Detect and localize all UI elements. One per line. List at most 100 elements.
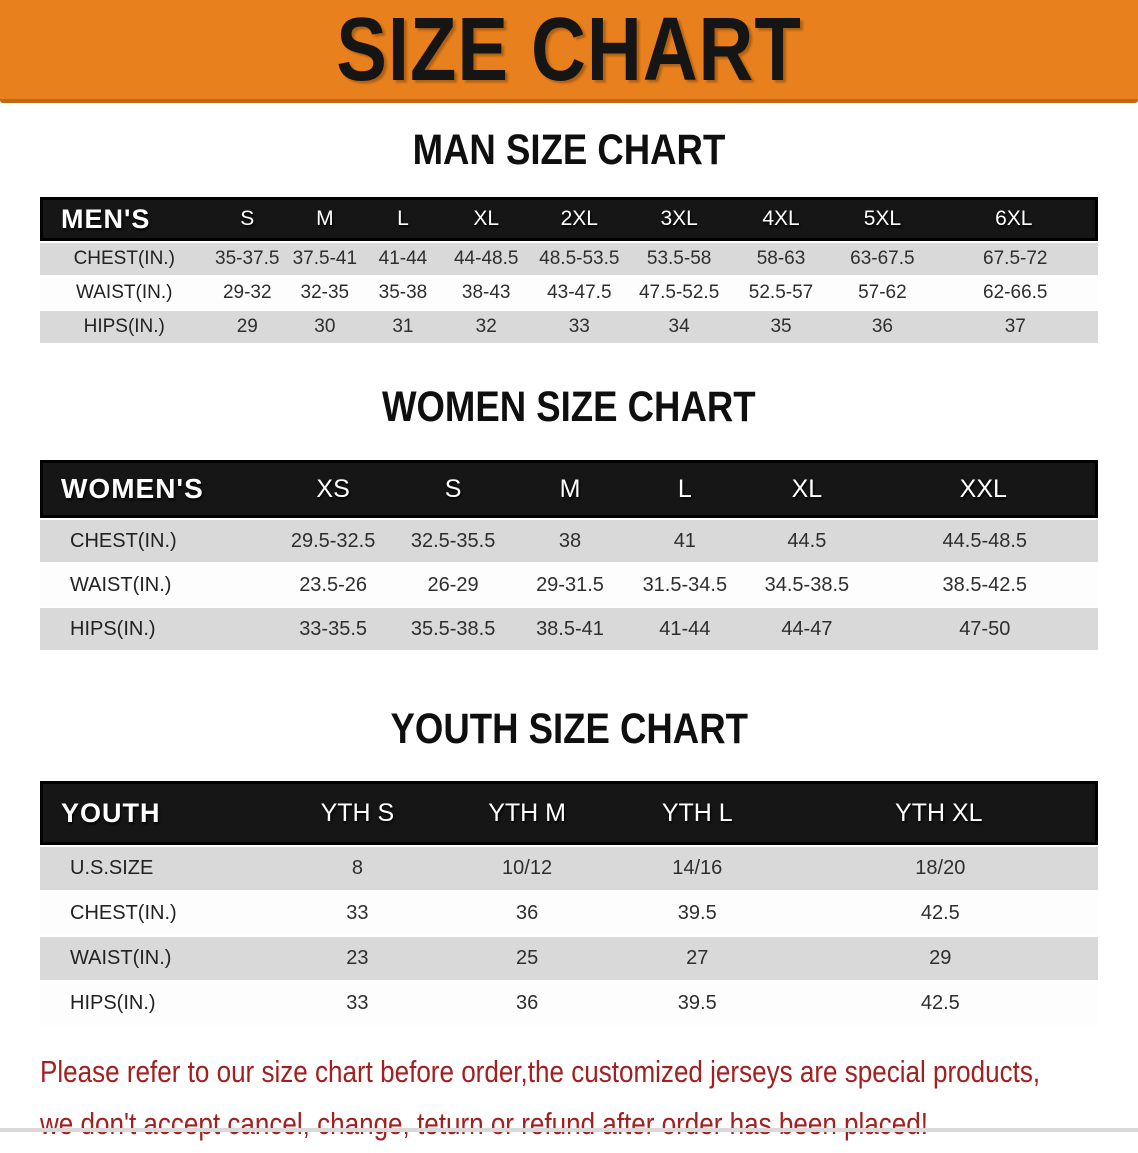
size-value-cell: 42.5 [782,982,1098,1025]
size-chart-banner: SIZE CHART [0,0,1138,103]
size-column-header: 5XL [832,197,933,241]
youth-group-label: YOUTH [40,781,273,845]
disclaimer-line-1: Please refer to our size chart before or… [40,1054,1041,1089]
size-value-cell: 33 [272,982,443,1025]
size-column-header: S [393,460,513,518]
size-value-cell: 35-37.5 [208,243,287,275]
size-value-cell: 29 [208,311,287,343]
size-column-header: L [363,197,443,241]
measurement-row: HIPS(IN.) 29 30 31 32 33 34 35 36 37 [40,311,1098,343]
measurement-row-label: WAIST(IN.) [40,277,209,309]
men-header-row: MEN'S S M L XL 2XL 3XL 4XL 5XL 6XL [40,197,1098,241]
size-value-cell: 8 [272,847,443,890]
size-value-cell: 47.5-52.5 [628,277,730,309]
size-value-cell: 29.5-32.5 [272,520,394,562]
size-value-cell: 25 [442,937,612,980]
size-value-cell: 27 [611,937,783,980]
size-column-header: XL [442,197,531,241]
size-value-cell: 44.5-48.5 [871,520,1098,562]
measurement-row: HIPS(IN.) 33-35.5 35.5-38.5 38.5-41 41-44 44-… [40,608,1098,650]
size-column-header: YTH XL [782,781,1098,845]
banner-title: SIZE CHART [336,0,802,99]
measurement-row: CHEST(IN.) 33 36 39.5 42.5 [40,892,1098,935]
size-value-cell: 36 [442,892,612,935]
size-value-cell: 23 [272,937,443,980]
women-section-title: WOMEN SIZE CHART [382,383,756,431]
size-column-header: 3XL [628,197,730,241]
size-value-cell: 33 [530,311,629,343]
youth-header-row: YOUTH YTH S YTH M YTH L YTH XL [40,781,1098,845]
size-value-cell: 38.5-42.5 [871,564,1098,606]
measurement-row: U.S.SIZE 8 10/12 14/16 18/20 [40,847,1098,890]
size-value-cell: 14/16 [611,847,783,890]
size-value-cell: 34 [628,311,730,343]
size-value-cell: 43-47.5 [530,277,629,309]
size-value-cell: 26-29 [393,564,513,606]
size-column-header: YTH S [272,781,443,845]
measurement-row-label: U.S.SIZE [40,847,273,890]
size-column-header: 4XL [729,197,833,241]
size-value-cell: 18/20 [782,847,1098,890]
men-group-label: MEN'S [40,197,209,241]
order-disclaimer: Please refer to our size chart before or… [40,1049,1100,1153]
disclaimer-line-2: we don't accept cancel, change, teturn o… [40,1106,929,1141]
size-value-cell: 67.5-72 [932,243,1098,275]
size-value-cell: 29-31.5 [512,564,628,606]
women-group-label: WOMEN'S [40,460,273,518]
size-value-cell: 29-32 [208,277,287,309]
measurement-row: WAIST(IN.) 23 25 27 29 [40,937,1098,980]
size-value-cell: 41-44 [363,243,443,275]
size-value-cell: 62-66.5 [932,277,1098,309]
size-value-cell: 35 [729,311,833,343]
measurement-row: CHEST(IN.) 35-37.5 37.5-41 41-44 44-48.5 48.5… [40,243,1098,275]
size-value-cell: 35-38 [363,277,443,309]
size-value-cell: 37 [932,311,1098,343]
size-value-cell: 35.5-38.5 [393,608,513,650]
size-column-header: S [208,197,287,241]
size-value-cell: 33-35.5 [272,608,394,650]
size-value-cell: 44.5 [742,520,872,562]
size-value-cell: 10/12 [442,847,612,890]
size-value-cell: 32.5-35.5 [393,520,513,562]
measurement-row-label: CHEST(IN.) [40,243,209,275]
measurement-row: CHEST(IN.) 29.5-32.5 32.5-35.5 38 41 44.5 44.5… [40,520,1098,562]
size-column-header: L [627,460,743,518]
size-value-cell: 31.5-34.5 [627,564,743,606]
size-value-cell: 53.5-58 [628,243,730,275]
size-value-cell: 33 [272,892,443,935]
size-column-header: YTH M [442,781,612,845]
size-value-cell: 41 [627,520,743,562]
measurement-row-label: HIPS(IN.) [40,311,209,343]
women-size-table: WOMEN'S XS S M L XL XXL CHEST(IN.) 29.5-32.5 32.5… [40,458,1098,652]
size-value-cell: 31 [363,311,443,343]
size-value-cell: 39.5 [611,892,783,935]
size-column-header: 2XL [530,197,629,241]
measurement-row-label: HIPS(IN.) [40,608,273,650]
size-value-cell: 42.5 [782,892,1098,935]
size-column-header: YTH L [611,781,783,845]
size-value-cell: 30 [286,311,364,343]
size-value-cell: 38.5-41 [512,608,628,650]
size-value-cell: 37.5-41 [286,243,364,275]
size-value-cell: 44-48.5 [442,243,531,275]
size-value-cell: 32-35 [286,277,364,309]
size-value-cell: 48.5-53.5 [530,243,629,275]
youth-size-table: YOUTH YTH S YTH M YTH L YTH XL U.S.SIZE 8 10/12… [40,779,1098,1027]
size-value-cell: 58-63 [729,243,833,275]
measurement-row-label: CHEST(IN.) [40,520,273,562]
measurement-row-label: HIPS(IN.) [40,982,273,1025]
size-value-cell: 38-43 [442,277,531,309]
size-value-cell: 32 [442,311,531,343]
measurement-row-label: WAIST(IN.) [40,937,273,980]
size-value-cell: 47-50 [871,608,1098,650]
size-value-cell: 44-47 [742,608,872,650]
bottom-edge-strip [0,1128,1138,1132]
size-value-cell: 39.5 [611,982,783,1025]
measurement-row-label: WAIST(IN.) [40,564,273,606]
size-value-cell: 36 [442,982,612,1025]
size-value-cell: 63-67.5 [832,243,933,275]
men-size-table: MEN'S S M L XL 2XL 3XL 4XL 5XL 6XL CHEST(IN.) 35-37… [40,195,1098,345]
measurement-row: WAIST(IN.) 29-32 32-35 35-38 38-43 43-47.5 47.… [40,277,1098,309]
measurement-row: HIPS(IN.) 33 36 39.5 42.5 [40,982,1098,1025]
size-value-cell: 41-44 [627,608,743,650]
